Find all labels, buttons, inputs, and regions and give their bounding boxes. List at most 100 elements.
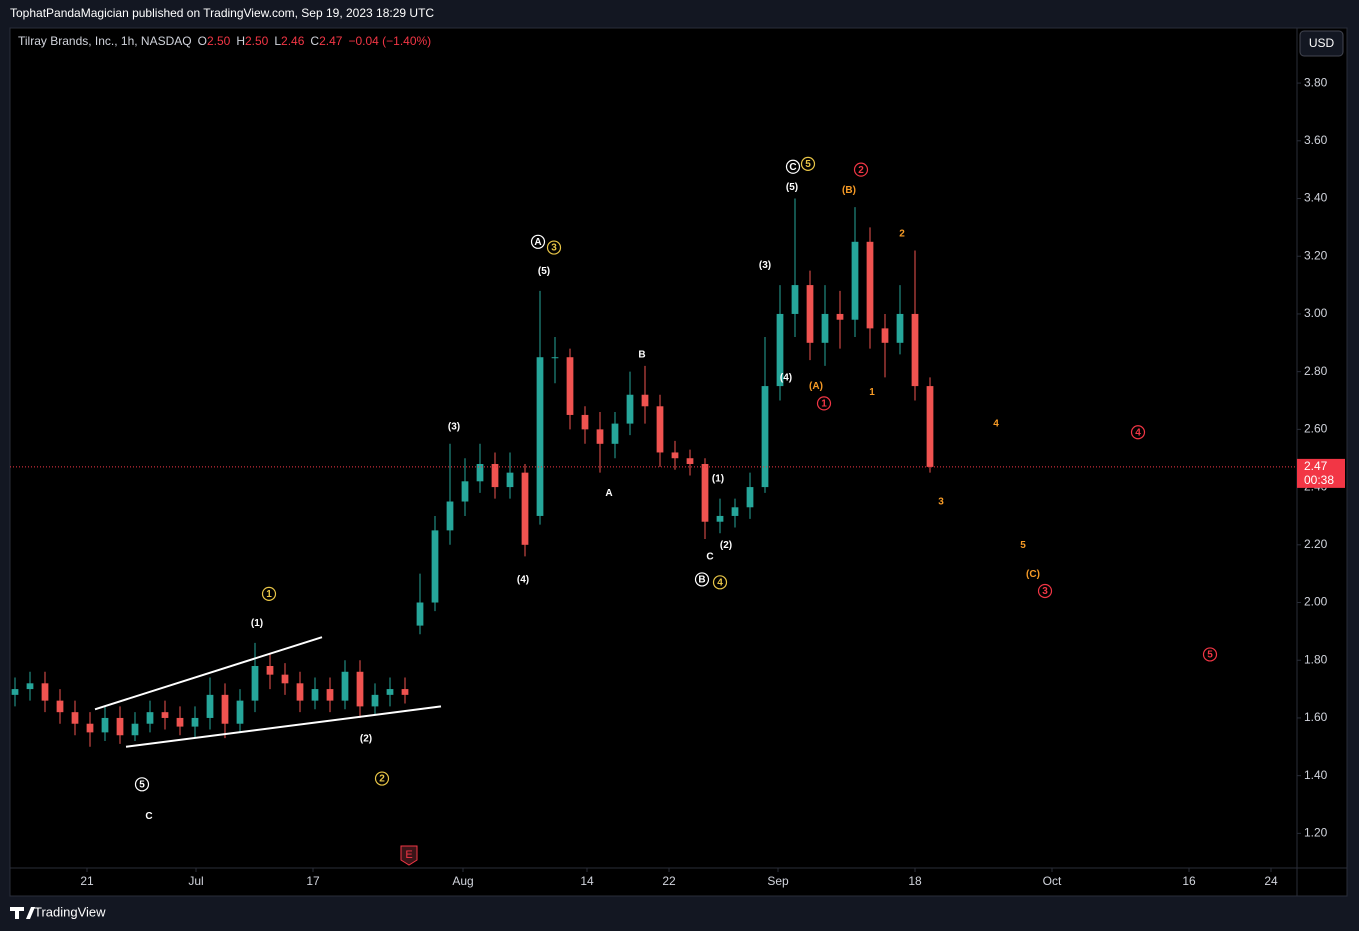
candle-body [596, 429, 604, 444]
candle-body [761, 386, 769, 488]
candle-body [131, 723, 139, 736]
wave-label: (2) [720, 540, 732, 551]
earnings-label: E [405, 849, 412, 861]
wave-label: 5 [139, 779, 145, 790]
plot-layer: 5C(1)1(2)2(3)(4)A3(5)BA(1)C(2)B 4(3)(4)C 5… [10, 156, 1297, 822]
y-tick-label: 1.80 [1304, 652, 1328, 666]
candle-body [251, 666, 259, 701]
candle-body [776, 313, 784, 387]
candle-body [191, 717, 199, 727]
wave-label: B [638, 349, 645, 360]
x-tick-label: 16 [1182, 874, 1196, 888]
legend-symbol: Tilray Brands, Inc., 1h, NASDAQ [18, 34, 192, 48]
candle-body [926, 386, 934, 467]
candle-body [56, 700, 64, 713]
candle-body [116, 717, 124, 736]
candle-body [206, 694, 214, 718]
candle-body [806, 285, 814, 343]
y-tick-label: 3.60 [1304, 133, 1328, 147]
legend-value: 2.50 [207, 34, 231, 48]
x-tick-label: 22 [662, 874, 676, 888]
y-tick-label: 3.80 [1304, 75, 1328, 89]
wave-label: 2 [858, 165, 864, 176]
candle-body [866, 241, 874, 329]
wave-label: (3) [448, 422, 460, 433]
y-tick-label: 1.60 [1304, 710, 1328, 724]
candle-body [851, 241, 859, 320]
wave-circle [800, 156, 816, 171]
currency-label[interactable]: USD [1309, 36, 1335, 50]
candle-body [521, 472, 529, 545]
legend-key: H [236, 34, 245, 48]
candle-body [446, 501, 454, 531]
published-line: TophatPandaMagician published on Trading… [10, 6, 434, 20]
legend: Tilray Brands, Inc., 1h, NASDAQ O2.50 H2.5… [18, 34, 431, 48]
wave-label: 5 [1020, 540, 1026, 551]
wave-circle [546, 240, 562, 255]
candle-body [386, 689, 394, 695]
wave-circle [694, 572, 710, 587]
candle-body [746, 487, 754, 508]
wave-label: 2 [379, 774, 385, 785]
last-price-label: 2.47 [1304, 459, 1328, 473]
countdown-label: 00:38 [1304, 473, 1334, 487]
legend-value: 2.47 [319, 34, 343, 48]
y-tick-label: 3.20 [1304, 248, 1328, 262]
legend-change: −0.04 (−1.40%) [348, 34, 431, 48]
wave-label: 3 [1042, 586, 1048, 597]
candle-body [536, 357, 544, 516]
wave-circle [134, 777, 150, 792]
candle-body [731, 507, 739, 516]
x-tick-label: 14 [580, 874, 594, 888]
candle-body [836, 313, 844, 320]
y-tick-label: 3.00 [1304, 306, 1328, 320]
wave-label: (5) [538, 266, 550, 277]
candle-body [701, 464, 709, 522]
wave-label: 4 [993, 419, 999, 430]
candle-body [416, 602, 424, 626]
trendline [94, 636, 323, 711]
candle-body [821, 313, 829, 343]
candle-body [581, 414, 589, 430]
candle-body [311, 689, 319, 701]
x-tick-label: 17 [306, 874, 320, 888]
candle-body [506, 472, 514, 488]
candle-body [671, 452, 679, 459]
candle-body [26, 683, 34, 690]
wave-circle [816, 396, 832, 411]
wave-circle [261, 586, 277, 601]
candle-body [881, 328, 889, 343]
candle-body [431, 530, 439, 603]
wave-label: (5) [786, 182, 798, 193]
footer-brand: TradingView [34, 904, 106, 919]
candle-body [101, 717, 109, 733]
wave-label: (A) [809, 381, 823, 392]
wave-label: (3) [759, 260, 771, 271]
wave-label: (C) [1026, 569, 1040, 580]
wave-label: (1) [712, 474, 724, 485]
wave-circle [374, 771, 390, 786]
candle-body [611, 423, 619, 444]
wave-circle [530, 234, 546, 249]
candle-body [566, 357, 574, 415]
wave-label: 5 [805, 159, 811, 170]
y-tick-label: 2.60 [1304, 422, 1328, 436]
legend-value: 2.50 [245, 34, 269, 48]
candle-body [146, 712, 154, 724]
wave-circle [785, 159, 801, 174]
candle-body [401, 689, 409, 695]
wave-label: 1 [869, 387, 875, 398]
currency-button[interactable] [1299, 30, 1344, 57]
wave-label: 3 [551, 243, 557, 254]
wave-circle [712, 575, 728, 590]
candle-body [626, 394, 634, 424]
wave-label: C [145, 811, 152, 822]
candle-body [656, 406, 664, 453]
wave-circle [1130, 425, 1146, 440]
candle-body [86, 723, 94, 733]
candle-body [551, 357, 559, 359]
wave-label: C [789, 162, 796, 173]
candle-body [476, 464, 484, 482]
wave-label: (B) [842, 185, 856, 196]
